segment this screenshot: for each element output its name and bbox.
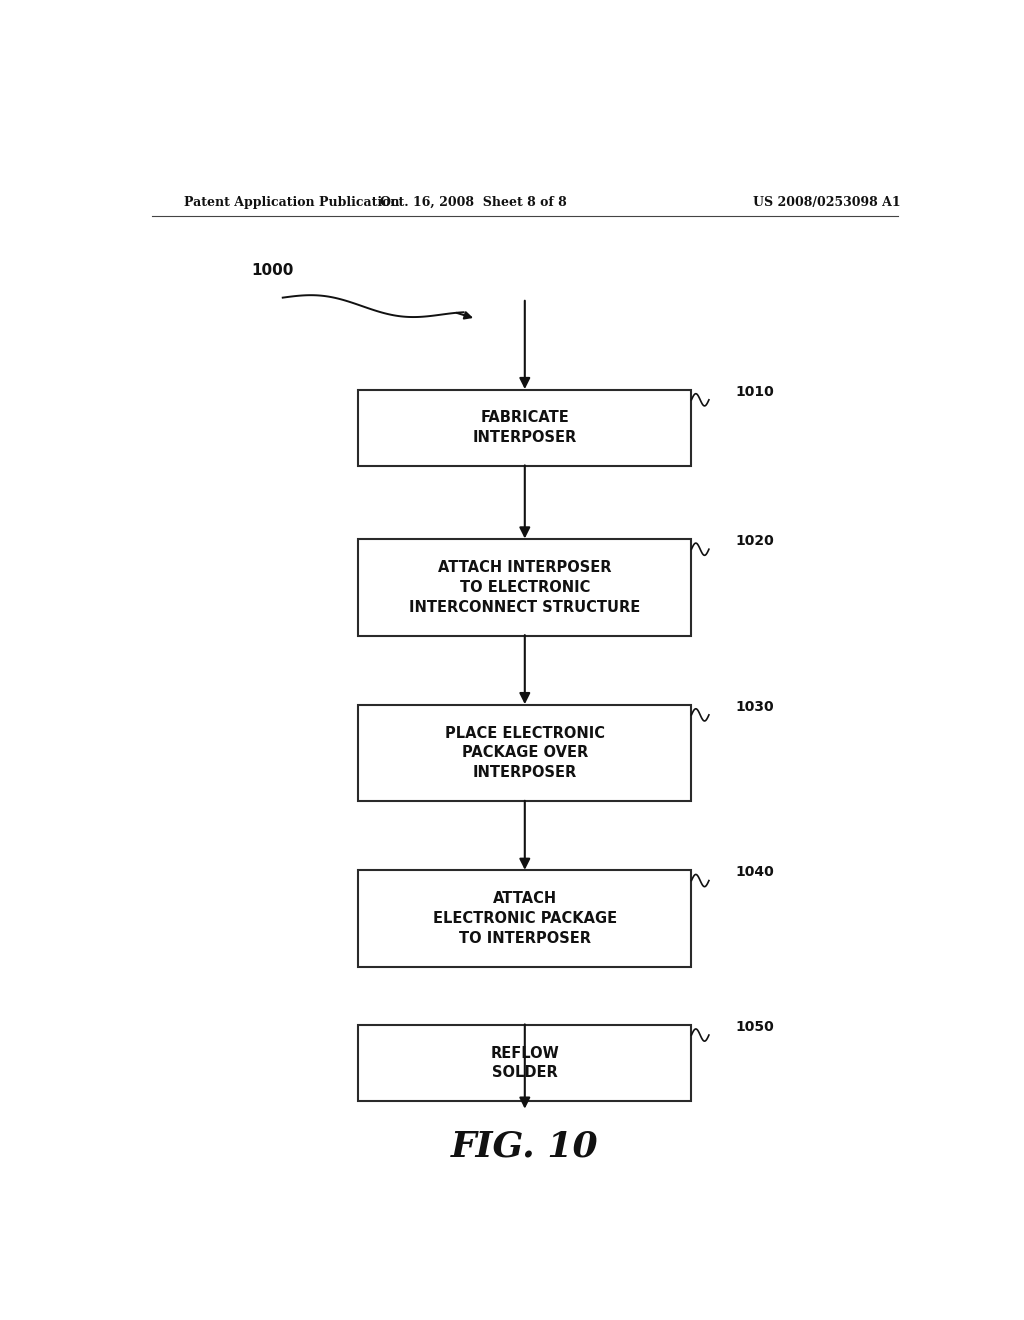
Bar xyxy=(358,1024,691,1101)
Text: PLACE ELECTRONIC
PACKAGE OVER
INTERPOSER: PLACE ELECTRONIC PACKAGE OVER INTERPOSER xyxy=(444,726,605,780)
Text: ATTACH INTERPOSER
TO ELECTRONIC
INTERCONNECT STRUCTURE: ATTACH INTERPOSER TO ELECTRONIC INTERCON… xyxy=(410,560,640,615)
Text: ATTACH
ELECTRONIC PACKAGE
TO INTERPOSER: ATTACH ELECTRONIC PACKAGE TO INTERPOSER xyxy=(433,891,616,946)
Bar xyxy=(358,870,691,968)
Text: 1020: 1020 xyxy=(736,535,774,548)
Text: 1030: 1030 xyxy=(736,700,774,714)
Text: US 2008/0253098 A1: US 2008/0253098 A1 xyxy=(753,195,900,209)
Text: Patent Application Publication: Patent Application Publication xyxy=(183,195,399,209)
Text: 1050: 1050 xyxy=(736,1020,774,1034)
Text: Oct. 16, 2008  Sheet 8 of 8: Oct. 16, 2008 Sheet 8 of 8 xyxy=(380,195,566,209)
Text: 1000: 1000 xyxy=(251,263,294,277)
Bar xyxy=(358,705,691,801)
Text: 1040: 1040 xyxy=(736,866,774,879)
Text: 1010: 1010 xyxy=(736,384,774,399)
Text: REFLOW
SOLDER: REFLOW SOLDER xyxy=(490,1045,559,1080)
Bar xyxy=(358,389,691,466)
Text: FABRICATE
INTERPOSER: FABRICATE INTERPOSER xyxy=(473,411,577,445)
Bar xyxy=(358,539,691,636)
Text: FIG. 10: FIG. 10 xyxy=(451,1130,599,1163)
